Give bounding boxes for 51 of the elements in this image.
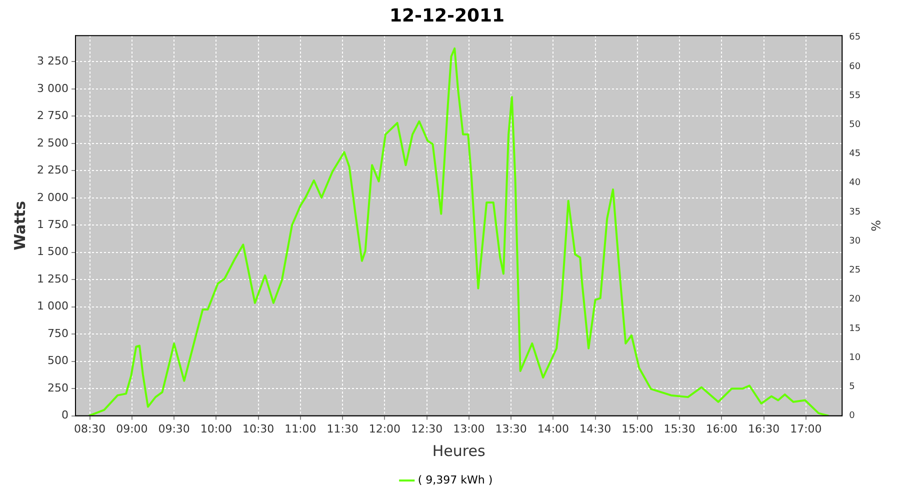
y2-tick-label: 30 bbox=[849, 236, 861, 246]
x-tick-label: 11:00 bbox=[284, 422, 316, 436]
x-tick-label: 11:30 bbox=[326, 422, 358, 436]
y-tick-label: 500 bbox=[47, 354, 68, 368]
x-tick-label: 12:00 bbox=[368, 422, 401, 436]
y-tick-label: 1 000 bbox=[36, 300, 68, 313]
x-tick-label: 09:00 bbox=[116, 422, 148, 436]
y-tick-label: 2 250 bbox=[36, 164, 68, 177]
y2-tick-label: 45 bbox=[849, 149, 861, 160]
y-tick-label: 250 bbox=[47, 381, 68, 394]
x-tick-label: 08:30 bbox=[74, 422, 106, 436]
x-tick-label: 13:30 bbox=[495, 422, 527, 436]
y-tick-label: 1 500 bbox=[36, 245, 68, 258]
y2-tick-label: 50 bbox=[849, 120, 861, 130]
legend-label: ( 9,397 kWh ) bbox=[418, 473, 493, 486]
y-tick-label: 2 000 bbox=[36, 190, 68, 204]
x-axis-title: Heures bbox=[432, 442, 486, 460]
y-tick-label: 2 500 bbox=[36, 136, 68, 150]
x-tick-label: 16:00 bbox=[706, 422, 738, 436]
x-tick-label: 15:30 bbox=[664, 422, 696, 436]
y2-axis-title: % bbox=[868, 220, 883, 232]
x-tick-label: 14:00 bbox=[537, 422, 570, 436]
y2-tick-label: 25 bbox=[849, 266, 861, 276]
x-tick-label: 10:00 bbox=[200, 422, 232, 436]
y-tick-label: 2 750 bbox=[36, 109, 68, 122]
y-axis-title: Watts bbox=[10, 200, 29, 250]
y2-tick-label: 40 bbox=[849, 178, 861, 188]
y-tick-label: 1 750 bbox=[36, 218, 68, 232]
x-tick-label: 15:00 bbox=[622, 422, 654, 436]
y-tick-label: 1 250 bbox=[36, 272, 68, 286]
y-tick-label: 750 bbox=[47, 326, 68, 340]
y2-tick-label: 35 bbox=[849, 207, 861, 218]
x-tick-label: 16:30 bbox=[748, 422, 780, 436]
x-tick-label: 14:30 bbox=[579, 422, 612, 436]
chart-title: 12-12-2011 bbox=[389, 5, 505, 26]
x-tick-label: 09:30 bbox=[158, 422, 190, 436]
x-tick-label: 17:00 bbox=[790, 422, 822, 436]
y-tick-label: 0 bbox=[61, 408, 68, 422]
y2-tick-label: 0 bbox=[849, 411, 856, 422]
y2-tick-label: 55 bbox=[849, 90, 861, 101]
y-tick-label: 3 000 bbox=[36, 82, 68, 95]
y2-tick-label: 10 bbox=[849, 352, 861, 363]
y2-tick-label: 5 bbox=[849, 382, 855, 392]
x-tick-label: 12:30 bbox=[410, 422, 443, 436]
x-tick-label: 10:30 bbox=[242, 422, 274, 436]
y2-tick-label: 15 bbox=[849, 324, 861, 334]
y2-tick-label: 20 bbox=[849, 294, 861, 305]
x-tick-label: 13:00 bbox=[453, 422, 485, 436]
y-tick-label: 3 250 bbox=[36, 54, 68, 68]
y2-tick-label: 60 bbox=[849, 62, 861, 72]
y2-tick-label: 65 bbox=[849, 32, 861, 43]
